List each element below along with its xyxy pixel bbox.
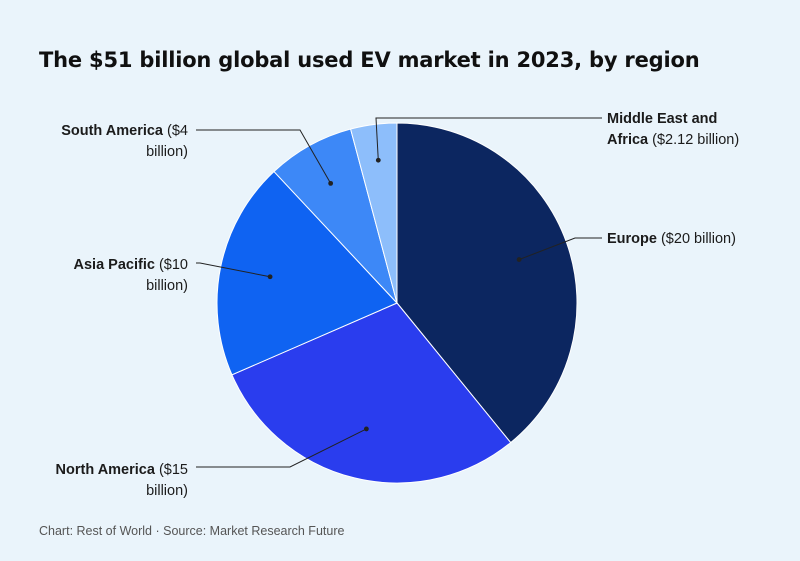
leader-line-asia-pacific — [196, 262, 271, 278]
leader-line-south-america — [196, 129, 332, 184]
slice-label-south-america: South America ($4 billion) — [61, 121, 188, 163]
slice-label-middle-east-africa: Middle East and Africa ($2.12 billion) — [607, 109, 739, 151]
slice-label-north-america: North America ($15 billion) — [56, 460, 188, 502]
slice-label-ap-value-line2: billion) — [146, 278, 188, 294]
leader-dot-asia-pacific — [267, 274, 273, 280]
slice-label-europe-value: ($20 billion) — [656, 231, 736, 247]
slice-label-mea-name-line2: Africa — [607, 132, 649, 148]
pie-slice-north-america — [231, 302, 512, 484]
leader-line-europe — [518, 237, 602, 261]
leader-dot-south-america — [328, 180, 334, 186]
slice-label-europe: Europe ($20 billion) — [607, 229, 736, 250]
slice-label-mea-name-line1: Middle East and — [607, 111, 718, 127]
slice-label-na-value-line2: billion) — [146, 483, 188, 499]
slice-label-sa-name: South America — [61, 123, 163, 139]
slice-label-na-value-line1: ($15 — [154, 462, 188, 478]
chart-title: The $51 billion global used EV market in… — [39, 48, 700, 72]
slices-layer — [216, 122, 578, 484]
slice-label-ap-name: Asia Pacific — [73, 257, 155, 273]
leader-dot-north-america — [363, 426, 369, 432]
leader-lines-layer — [196, 117, 602, 468]
leader-line-north-america — [196, 428, 367, 468]
slice-label-europe-name: Europe — [607, 231, 657, 247]
leader-dot-europe — [516, 257, 522, 262]
slice-label-sa-value-line1: ($4 — [163, 123, 188, 139]
slice-label-sa-value-line2: billion) — [146, 144, 188, 160]
slice-label-ap-value-line1: ($10 — [154, 257, 188, 273]
pie-slice-europe — [396, 122, 578, 444]
slice-label-asia-pacific: Asia Pacific ($10 billion) — [74, 255, 188, 297]
pie-slice-middle-east-and-africa — [350, 122, 398, 304]
pie-slice-asia-pacific — [216, 170, 398, 376]
leader-line-middle-east-and-africa — [375, 117, 602, 161]
slice-label-na-name: North America — [55, 462, 155, 478]
leader-dot-middle-east-and-africa — [375, 157, 381, 163]
slice-label-mea-value: ($2.12 billion) — [648, 132, 740, 148]
source-footer: Chart: Rest of World · Source: Market Re… — [39, 524, 345, 538]
